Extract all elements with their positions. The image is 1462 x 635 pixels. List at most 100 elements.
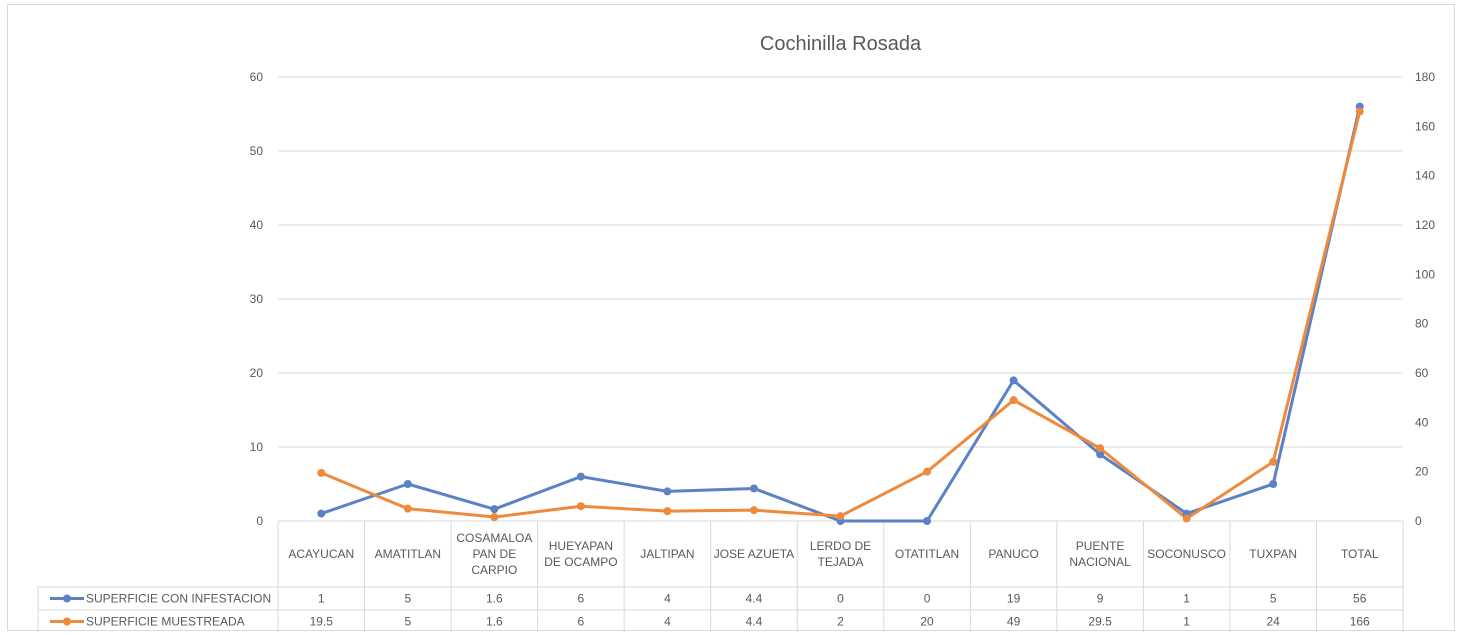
y-right-tick-label: 120: [1415, 218, 1435, 232]
series-line-1: [320, 106, 1362, 523]
category-label-line: ACAYUCAN: [288, 547, 354, 561]
series-1-point: [663, 487, 672, 496]
category-label: JOSE AZUETA: [714, 547, 794, 561]
series-2-point: [1182, 514, 1191, 523]
legend-marker-1: [63, 594, 71, 603]
series-2-point: [923, 467, 932, 476]
series-2-point: [1096, 444, 1105, 453]
category-label: PANUCO: [988, 547, 1038, 561]
y-left-tick-label: 40: [250, 218, 264, 232]
y-left-tick-label: 50: [250, 144, 264, 158]
table-value: 5: [1270, 592, 1277, 606]
table-value: 20: [920, 615, 934, 629]
table-value: 19.5: [310, 615, 334, 629]
category-label-line: CARPIO: [471, 563, 517, 577]
chart-svg: Cochinilla Rosada01020304050600204060801…: [37, 33, 1435, 632]
category-label-line: HUEYAPAN: [549, 539, 613, 553]
category-label-line: JALTIPAN: [640, 547, 694, 561]
series-1-point: [576, 472, 585, 481]
table-value: 56: [1353, 592, 1367, 606]
series-2-point: [749, 506, 758, 515]
category-label-line: TUXPAN: [1249, 547, 1297, 561]
table-value: 1: [1183, 615, 1190, 629]
y-left-tick-label: 0: [256, 514, 263, 528]
table-value: 1: [1183, 592, 1190, 606]
table-value: 29.5: [1088, 615, 1112, 629]
category-label-line: TEJADA: [817, 555, 863, 569]
legend-marker-2: [63, 617, 71, 626]
category-label: OTATITLAN: [895, 547, 959, 561]
series-2-point: [663, 507, 672, 516]
category-label: SOCONUSCO: [1147, 547, 1226, 561]
table-value: 4.4: [746, 615, 763, 629]
series-1-point: [1009, 376, 1018, 385]
series-1-point: [1269, 480, 1278, 488]
table-value: 24: [1267, 615, 1281, 629]
y-left-tick-label: 10: [250, 440, 264, 454]
chart-title: Cochinilla Rosada: [760, 33, 922, 55]
y-right-tick-label: 160: [1415, 119, 1435, 133]
category-label-line: PUENTE: [1076, 539, 1125, 553]
series-1-point: [749, 484, 758, 493]
series-1-point: [317, 509, 326, 518]
category-label: LERDO DE TEJADA: [810, 539, 871, 569]
category-label: HUEYAPAN DE OCAMPO: [544, 539, 617, 569]
category-label-line: PAN DE: [472, 547, 516, 561]
series-1-point: [403, 480, 412, 488]
category-label: TOTAL: [1341, 547, 1379, 561]
table-value: 4: [664, 615, 671, 629]
category-label: COSAMALOA PAN DE CARPIO: [456, 531, 532, 577]
category-label-line: JOSE AZUETA: [714, 547, 794, 561]
table-value: 49: [1007, 615, 1021, 629]
table-value: 6: [578, 615, 585, 629]
table-value: 0: [924, 592, 931, 606]
y-right-tick-label: 60: [1415, 366, 1429, 380]
series-2-point: [403, 504, 412, 513]
y-right-tick-label: 80: [1415, 317, 1429, 331]
table-value: 6: [578, 592, 585, 606]
series-1-point: [1096, 450, 1105, 459]
category-label-line: TOTAL: [1341, 547, 1379, 561]
y-right-tick-label: 40: [1415, 415, 1429, 429]
table-value: 1.6: [486, 615, 503, 629]
y-right-tick-label: 100: [1415, 267, 1435, 281]
legend-label: SUPERFICIE MUESTREADA: [86, 615, 245, 629]
chart-frame: Cochinilla Rosada 0 10 20 30 40 50 60 0 20 40 60 80 1…: [7, 4, 1455, 632]
table-value: 4: [664, 592, 671, 606]
series-2-point: [490, 513, 499, 522]
y-right-tick-label: 180: [1415, 70, 1435, 84]
y-right-tick-label: 0: [1415, 514, 1422, 528]
y-left-tick-label: 30: [250, 292, 264, 306]
table-value: 4.4: [746, 592, 763, 606]
category-label-line: NACIONAL: [1069, 555, 1131, 569]
y-left-tick-label: 60: [250, 70, 264, 84]
category-label-line: OTATITLAN: [895, 547, 959, 561]
table-value: 2: [837, 615, 844, 629]
series-2-point: [1355, 107, 1364, 116]
table-value: 1.6: [486, 592, 503, 606]
table-value: 0: [837, 592, 844, 606]
series-2-point: [1269, 457, 1278, 466]
category-label-line: SOCONUSCO: [1147, 547, 1226, 561]
category-label: TUXPAN: [1249, 547, 1297, 561]
category-label-line: DE OCAMPO: [544, 555, 617, 569]
series-1-point: [490, 505, 499, 514]
series-2-point: [576, 502, 585, 511]
legend-label: SUPERFICIE CON INFESTACION: [86, 592, 271, 606]
category-label: PUENTE NACIONAL: [1069, 539, 1131, 569]
y-right-tick-label: 140: [1415, 169, 1435, 183]
series-1-point: [923, 517, 932, 525]
series-2-point: [317, 468, 326, 477]
table-value: 19: [1007, 592, 1021, 606]
category-label-line: AMATITLAN: [375, 547, 441, 561]
category-label: JALTIPAN: [640, 547, 694, 561]
y-left-tick-label: 20: [250, 366, 264, 380]
category-label: ACAYUCAN: [288, 547, 354, 561]
table-value: 9: [1097, 592, 1104, 606]
category-label-line: COSAMALOA: [456, 531, 532, 545]
table-value: 5: [404, 592, 411, 606]
table-value: 166: [1350, 615, 1370, 629]
y-right-tick-label: 20: [1415, 465, 1429, 479]
category-label-line: PANUCO: [988, 547, 1038, 561]
table-value: 5: [404, 615, 411, 629]
